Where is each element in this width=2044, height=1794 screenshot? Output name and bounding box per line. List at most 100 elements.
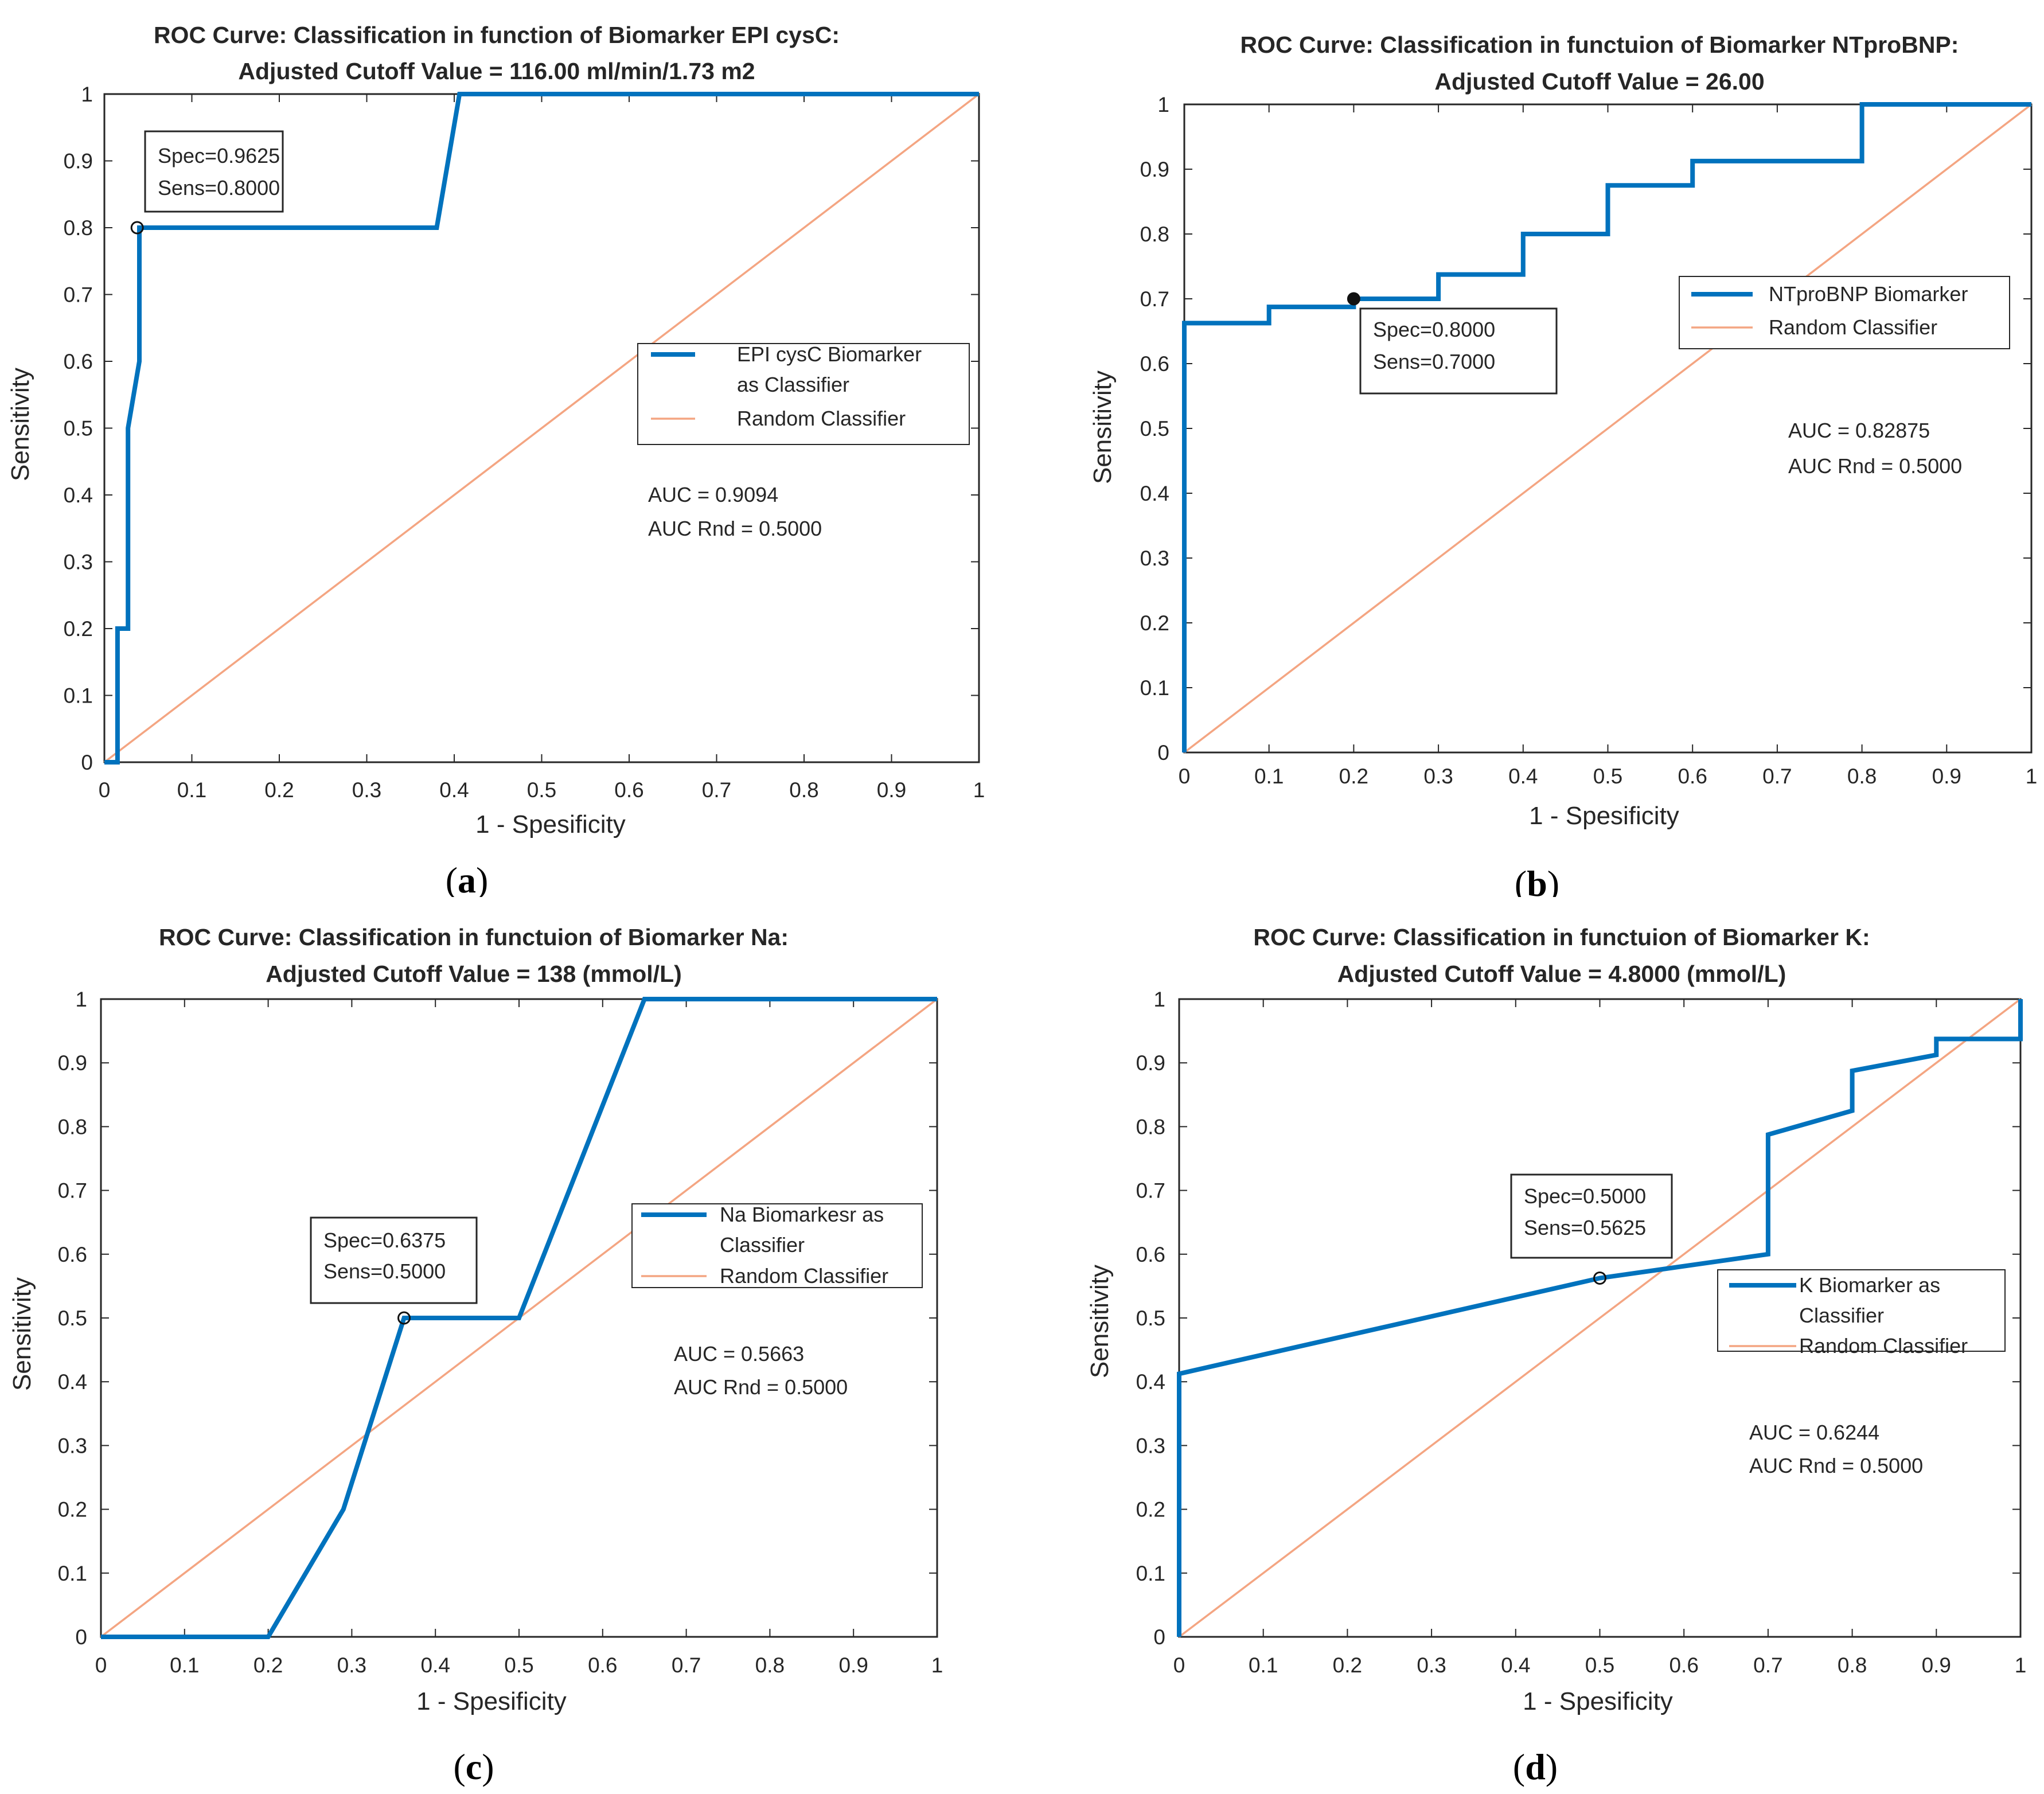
x-tick-label: 0.4 bbox=[420, 1653, 450, 1677]
y-tick-label: 0.7 bbox=[64, 283, 93, 307]
auc-random-value: AUC Rnd = 0.5000 bbox=[648, 517, 822, 540]
cutoff-annotation-text: Spec=0.5000 bbox=[1524, 1184, 1646, 1208]
y-tick-label: 0.6 bbox=[1140, 352, 1169, 376]
y-tick-label: 0.3 bbox=[58, 1434, 87, 1457]
x-tick-label: 1 bbox=[2015, 1653, 2027, 1677]
cutoff-annotation-text: Sens=0.8000 bbox=[158, 176, 280, 200]
x-tick-label: 0.5 bbox=[504, 1653, 533, 1677]
y-tick-label: 0.4 bbox=[64, 483, 93, 507]
y-tick-label: 0.7 bbox=[1136, 1179, 1165, 1203]
y-tick-label: 0.6 bbox=[1136, 1243, 1165, 1266]
chart-title-line-2: Adjusted Cutoff Value = 138 (mmol/L) bbox=[266, 961, 682, 987]
panel-label: (c) bbox=[453, 1746, 494, 1787]
chart-title-line-1: ROC Curve: Classification in function of… bbox=[154, 22, 840, 48]
x-tick-label: 0.4 bbox=[439, 778, 469, 802]
y-axis-label: Sensitivity bbox=[6, 368, 34, 481]
x-tick-label: 0.5 bbox=[1585, 1653, 1614, 1677]
x-tick-label: 0.3 bbox=[352, 778, 381, 802]
roc-panel-d: ROC Curve: Classification in functuion o… bbox=[1022, 897, 2044, 1794]
roc-chart-d: ROC Curve: Classification in functuion o… bbox=[1086, 924, 2027, 1787]
x-tick-label: 0.1 bbox=[177, 778, 206, 802]
roc-panel-a: ROC Curve: Classification in function of… bbox=[0, 0, 1022, 897]
chart-title-line-2: Adjusted Cutoff Value = 26.00 bbox=[1434, 68, 1764, 95]
y-tick-label: 0 bbox=[75, 1625, 87, 1649]
x-tick-label: 0.8 bbox=[755, 1653, 785, 1677]
panel-label: (b) bbox=[1515, 863, 1559, 897]
roc-panel-c: ROC Curve: Classification in functuion o… bbox=[0, 897, 1022, 1794]
y-tick-label: 0.6 bbox=[58, 1243, 87, 1266]
x-tick-label: 0.5 bbox=[1593, 765, 1622, 788]
x-tick-label: 1 bbox=[2026, 765, 2038, 788]
y-tick-label: 0.8 bbox=[1136, 1115, 1165, 1138]
x-tick-label: 0.7 bbox=[1753, 1653, 1782, 1677]
panel-letter: d bbox=[1525, 1746, 1546, 1787]
y-tick-label: 0.4 bbox=[1136, 1370, 1165, 1394]
x-tick-label: 0.6 bbox=[614, 778, 643, 802]
x-tick-label: 0.7 bbox=[672, 1653, 701, 1677]
roc-curve-line bbox=[1182, 102, 2031, 752]
cutoff-annotation-text: Sens=0.5625 bbox=[1524, 1216, 1646, 1239]
x-axis-label: 1 - Spesificity bbox=[416, 1687, 567, 1715]
roc-curve-line bbox=[1177, 999, 2023, 1637]
random-classifier-line bbox=[1183, 103, 2033, 754]
x-tick-label: 0.3 bbox=[1423, 765, 1453, 788]
x-tick-label: 0.8 bbox=[1847, 765, 1877, 788]
y-tick-label: 0.3 bbox=[1140, 547, 1169, 570]
x-axis-label: 1 - Spesificity bbox=[475, 810, 626, 838]
auc-random-value: AUC Rnd = 0.5000 bbox=[1749, 1454, 1923, 1477]
x-tick-label: 0.1 bbox=[170, 1653, 199, 1677]
x-tick-label: 0.8 bbox=[1838, 1653, 1867, 1677]
y-tick-label: 0.7 bbox=[58, 1179, 87, 1203]
y-tick-label: 0.6 bbox=[64, 350, 93, 373]
auc-value: AUC = 0.82875 bbox=[1788, 419, 1930, 442]
y-tick-label: 1 bbox=[1153, 988, 1165, 1011]
chart-title-line-1: ROC Curve: Classification in functuion o… bbox=[1241, 32, 1959, 58]
y-tick-label: 0.2 bbox=[64, 617, 93, 641]
x-axis-label: 1 - Spesificity bbox=[1523, 1687, 1673, 1715]
x-axis-label: 1 - Spesificity bbox=[1529, 802, 1679, 830]
x-tick-label: 0.9 bbox=[1932, 765, 1961, 788]
random-classifier-line bbox=[103, 93, 980, 763]
y-tick-label: 0 bbox=[1157, 741, 1169, 765]
y-tick-label: 0.9 bbox=[1140, 158, 1169, 181]
panel-letter: c bbox=[466, 1746, 482, 1787]
legend-entry: Classifier bbox=[1799, 1304, 1884, 1327]
cutoff-point-marker bbox=[1593, 1272, 1606, 1285]
roc-panel-b: ROC Curve: Classification in functuion o… bbox=[1022, 0, 2044, 897]
cutoff-annotation-text: Sens=0.7000 bbox=[1373, 350, 1495, 373]
y-tick-label: 0 bbox=[1153, 1625, 1165, 1649]
y-tick-label: 0.4 bbox=[1140, 482, 1169, 505]
panel-label: (d) bbox=[1513, 1746, 1558, 1787]
legend-entry: Na Biomarkesr as bbox=[720, 1203, 884, 1226]
x-tick-label: 1 bbox=[973, 778, 985, 802]
y-tick-label: 0.8 bbox=[58, 1115, 87, 1138]
x-tick-label: 0 bbox=[99, 778, 111, 802]
x-tick-label: 0 bbox=[1173, 1653, 1185, 1677]
y-tick-label: 0.1 bbox=[64, 684, 93, 708]
y-tick-label: 0.2 bbox=[1140, 611, 1169, 635]
y-tick-label: 1 bbox=[1157, 93, 1169, 116]
x-tick-label: 0.9 bbox=[838, 1653, 868, 1677]
legend-entry: NTproBNP Biomarker bbox=[1769, 282, 1968, 306]
panel-label: (a) bbox=[446, 860, 489, 897]
x-tick-label: 0.2 bbox=[253, 1653, 283, 1677]
legend-box bbox=[1679, 276, 2010, 349]
x-tick-label: 0.6 bbox=[588, 1653, 617, 1677]
y-axis-label: Sensitivity bbox=[8, 1277, 36, 1391]
legend-entry: Random Classifier bbox=[737, 407, 906, 430]
y-tick-label: 0.5 bbox=[64, 417, 93, 440]
x-tick-label: 0 bbox=[1179, 765, 1191, 788]
y-tick-label: 0.2 bbox=[1136, 1498, 1165, 1522]
x-tick-label: 0.1 bbox=[1254, 765, 1284, 788]
cutoff-annotation-text: Spec=0.9625 bbox=[158, 144, 280, 167]
y-tick-label: 0.4 bbox=[58, 1370, 87, 1394]
cutoff-annotation-text: Spec=0.6375 bbox=[323, 1228, 446, 1252]
y-tick-label: 0.8 bbox=[64, 216, 93, 240]
y-tick-label: 0.9 bbox=[58, 1051, 87, 1075]
random-classifier-line bbox=[1178, 998, 2022, 1638]
legend-box bbox=[631, 1203, 923, 1288]
x-tick-label: 0.4 bbox=[1501, 1653, 1530, 1677]
y-tick-label: 0.2 bbox=[58, 1498, 87, 1522]
legend-entry: K Biomarker as bbox=[1799, 1273, 1940, 1297]
y-tick-label: 0.5 bbox=[1140, 417, 1169, 440]
